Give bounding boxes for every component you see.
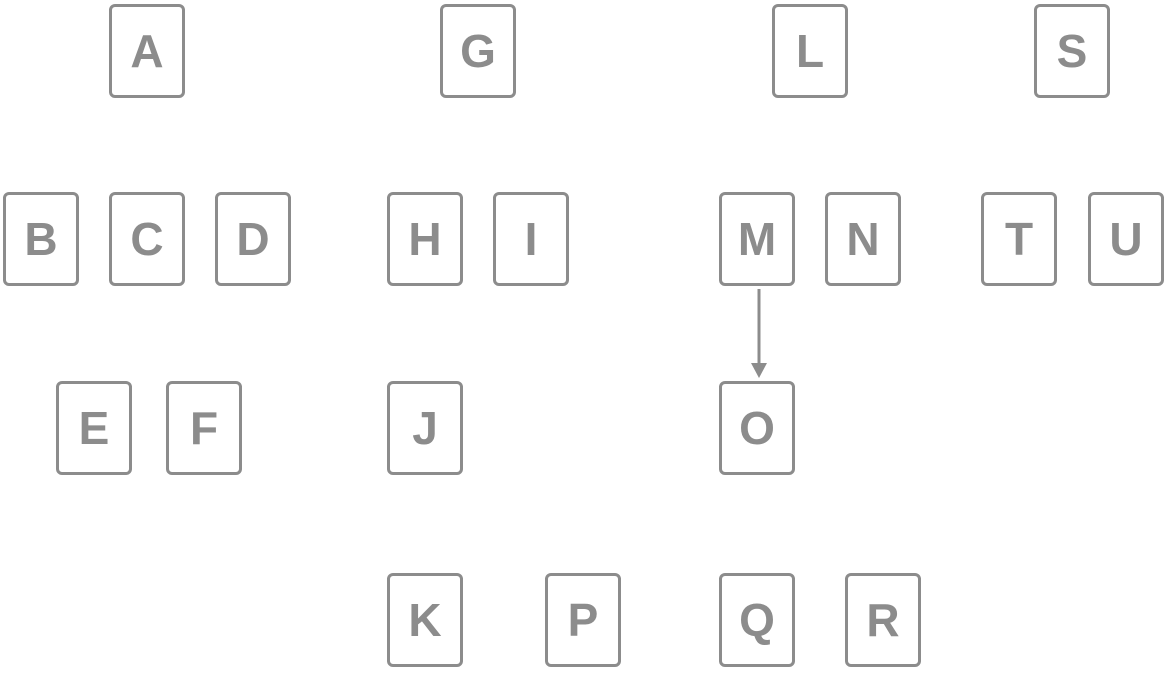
node-k: K — [387, 573, 463, 667]
node-d-label: D — [236, 213, 270, 265]
node-e: E — [56, 381, 132, 475]
node-o: O — [719, 381, 795, 475]
node-d: D — [215, 192, 291, 286]
node-t-label: T — [1004, 213, 1034, 265]
node-j-label: J — [412, 402, 438, 454]
node-h: H — [387, 192, 463, 286]
node-p-label: P — [567, 594, 599, 646]
node-q-label: Q — [739, 594, 775, 646]
node-n-label: N — [846, 213, 880, 265]
node-c-label: C — [130, 213, 164, 265]
edge-m-to-o — [751, 289, 767, 378]
node-u-label: U — [1109, 213, 1143, 265]
node-o-label: O — [739, 402, 775, 454]
node-a: A — [109, 4, 185, 98]
node-q: Q — [719, 573, 795, 667]
node-m-label: M — [737, 213, 777, 265]
node-n: N — [825, 192, 901, 286]
node-p: P — [545, 573, 621, 667]
node-i: I — [493, 192, 569, 286]
node-l-label: L — [795, 25, 825, 77]
node-e-label: E — [78, 402, 110, 454]
node-j: J — [387, 381, 463, 475]
node-h-label: H — [408, 213, 442, 265]
node-a-label: A — [130, 25, 164, 77]
node-c: C — [109, 192, 185, 286]
node-m: M — [719, 192, 795, 286]
node-l: L — [772, 4, 848, 98]
node-t: T — [981, 192, 1057, 286]
node-s-label: S — [1056, 25, 1088, 77]
node-g: G — [440, 4, 516, 98]
node-r-label: R — [866, 594, 900, 646]
node-u: U — [1088, 192, 1164, 286]
node-b: B — [3, 192, 79, 286]
node-r: R — [845, 573, 921, 667]
node-i-label: I — [524, 213, 538, 265]
node-b-label: B — [24, 213, 58, 265]
node-f-label: F — [189, 402, 219, 454]
node-k-label: K — [408, 594, 442, 646]
node-f: F — [166, 381, 242, 475]
edge-m-to-o-arrowhead — [751, 363, 767, 378]
node-g-label: G — [460, 25, 496, 77]
node-s: S — [1034, 4, 1110, 98]
